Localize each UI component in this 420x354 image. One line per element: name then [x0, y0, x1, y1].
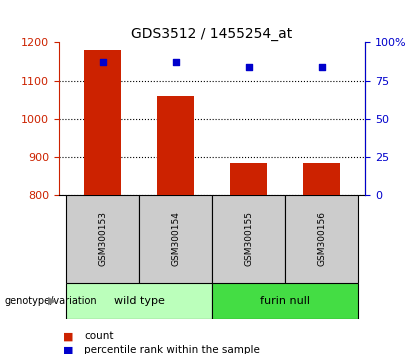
Point — [172, 59, 179, 65]
Text: wild type: wild type — [114, 296, 165, 306]
Bar — [285, 195, 358, 283]
Bar — [66, 195, 139, 283]
Text: percentile rank within the sample: percentile rank within the sample — [84, 346, 260, 354]
Bar — [84, 50, 121, 195]
Text: ■: ■ — [63, 346, 74, 354]
Bar — [139, 195, 212, 283]
Bar — [158, 96, 194, 195]
Bar — [66, 283, 212, 319]
Text: GSM300154: GSM300154 — [171, 211, 180, 267]
Point — [99, 59, 106, 65]
Bar — [303, 164, 340, 195]
Text: GSM300156: GSM300156 — [317, 211, 326, 267]
Text: furin null: furin null — [260, 296, 310, 306]
Text: GSM300155: GSM300155 — [244, 211, 253, 267]
Title: GDS3512 / 1455254_at: GDS3512 / 1455254_at — [131, 28, 293, 41]
Text: GSM300153: GSM300153 — [98, 211, 107, 267]
Bar — [212, 283, 358, 319]
Text: count: count — [84, 331, 113, 341]
Text: genotype/variation: genotype/variation — [4, 296, 97, 306]
Point — [318, 64, 325, 70]
Bar — [230, 164, 267, 195]
Bar — [212, 195, 285, 283]
Text: ■: ■ — [63, 331, 74, 341]
Text: ▶: ▶ — [48, 296, 57, 306]
Point — [245, 64, 252, 70]
